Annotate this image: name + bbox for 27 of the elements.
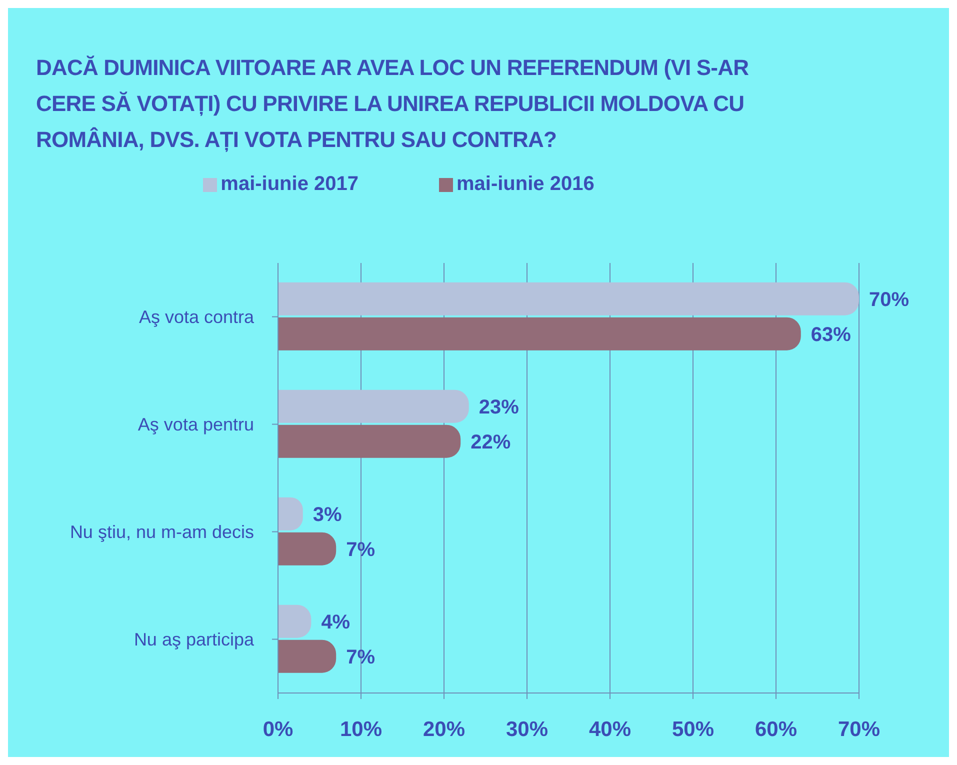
- y-tick-label: Nu aş participa: [134, 630, 255, 650]
- bar: [278, 640, 336, 673]
- bar: [278, 282, 859, 316]
- x-tick-label: 10%: [340, 718, 382, 741]
- legend-label: mai-iunie 2017: [220, 173, 358, 195]
- legend-label: mai-iunie 2016: [456, 173, 594, 195]
- data-label: 22%: [470, 431, 511, 454]
- x-tick-label: 30%: [506, 718, 548, 741]
- y-tick-label: Nu ştiu, nu m-am decis: [70, 522, 254, 542]
- bar: [278, 532, 336, 566]
- x-tick-label: 40%: [588, 718, 632, 741]
- bar: [278, 424, 461, 458]
- x-tick-label: 60%: [754, 718, 798, 741]
- data-label: 3%: [312, 504, 342, 526]
- x-tick-label: 70%: [838, 718, 880, 741]
- y-tick-label: Aş vota pentru: [138, 414, 254, 435]
- x-tick-label: 0%: [262, 718, 294, 741]
- bar: [278, 390, 469, 423]
- data-label: 4%: [321, 611, 350, 634]
- bar: [278, 317, 801, 350]
- x-tick-label: 50%: [672, 718, 714, 741]
- y-tick-label: Aş vota contra: [138, 307, 255, 328]
- data-label: 63%: [810, 324, 852, 346]
- x-tick-label: 20%: [422, 718, 466, 741]
- data-label: 70%: [869, 288, 910, 311]
- chart-title: DACĂ DUMINICA VIITOARE AR AVEA LOC UN REFERENDUM (VI S-AR CERE SĂ VOTAȚI) CU PRIVIRE LA UNIREA REPUBLICII MOLDOVA CU ROMÂNIA, DVS. AȚI VOTA PENTRU SAU CONTRA?: [36, 54, 750, 154]
- data-label: 23%: [478, 396, 520, 418]
